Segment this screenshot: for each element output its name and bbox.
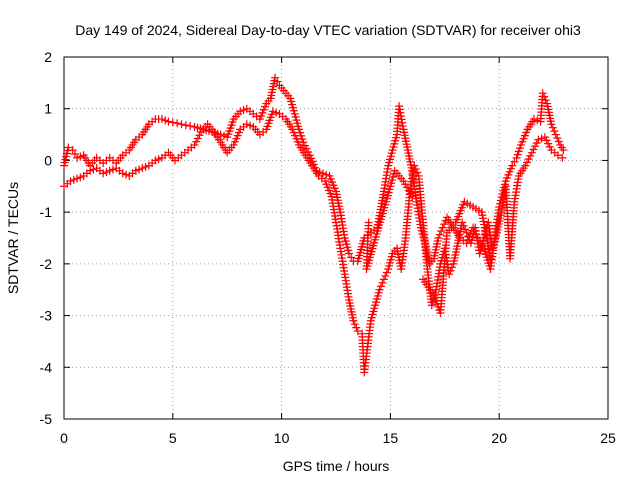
data-point: [550, 127, 559, 136]
y-tick-label: -4: [40, 359, 53, 375]
y-tick-label: -2: [40, 256, 53, 272]
data-point: [375, 285, 384, 294]
x-tick-label: 25: [600, 430, 616, 446]
data-point: [547, 120, 556, 129]
data-point: [462, 228, 471, 237]
data-point: [376, 282, 385, 291]
data-point: [437, 227, 446, 236]
x-tick-label: 5: [169, 430, 177, 446]
y-tick-label: 2: [44, 49, 52, 65]
data-point: [440, 220, 449, 229]
grid: [64, 57, 608, 419]
y-tick-label: -5: [40, 411, 53, 427]
data-point: [397, 115, 406, 124]
data-point: [413, 168, 422, 177]
data-point: [540, 92, 549, 101]
y-tick-label: 1: [44, 101, 52, 117]
data-point: [347, 253, 356, 262]
plot-frame: [63, 56, 609, 420]
data-point: [168, 118, 177, 127]
chart-title: Day 149 of 2024, Sidereal Day-to-day VTE…: [75, 22, 581, 38]
axis-ticks: 0 5 10 15 20 25 -5 -4 -3 -2 -1 0 1 2: [40, 49, 616, 446]
data-point: [349, 316, 358, 325]
data-point: [486, 254, 495, 263]
data-point: [381, 271, 390, 280]
data-point: [459, 221, 468, 230]
data-point: [554, 137, 563, 146]
y-tick-label: 0: [44, 152, 52, 168]
data-point: [559, 146, 568, 155]
data-point: [448, 263, 457, 272]
data-point: [438, 223, 447, 232]
data-point: [411, 165, 420, 174]
data-point: [558, 153, 567, 162]
data-point: [164, 117, 173, 126]
data-point: [446, 266, 455, 275]
data-point: [64, 143, 73, 152]
x-axis-label: GPS time / hours: [283, 458, 390, 474]
data-point: [551, 130, 560, 139]
data-point: [350, 320, 359, 329]
data-point: [548, 123, 557, 132]
y-axis-label: SDTVAR / TECUs: [5, 182, 21, 294]
data-point: [553, 134, 562, 143]
x-tick-label: 20: [491, 430, 507, 446]
data-point: [181, 121, 190, 130]
x-tick-label: 10: [274, 430, 290, 446]
data-point: [382, 268, 391, 277]
data-point: [352, 323, 361, 332]
data-point: [353, 327, 362, 336]
x-tick-label: 15: [383, 430, 399, 446]
data-point: [396, 108, 405, 117]
data-point: [398, 118, 407, 127]
data-point: [398, 122, 407, 131]
data-point: [395, 105, 404, 114]
data-point: [461, 225, 470, 234]
data-point: [364, 218, 373, 227]
data-point: [435, 230, 444, 239]
data-point: [173, 119, 182, 128]
data-point: [395, 102, 404, 111]
data-point: [434, 234, 443, 242]
data-point: [510, 157, 519, 166]
x-tick-label: 0: [60, 430, 68, 446]
data-point: [538, 89, 547, 98]
data-point: [553, 151, 562, 160]
data-point: [396, 112, 405, 121]
data-point: [410, 161, 419, 170]
data-point: [379, 275, 388, 284]
data-points: [60, 73, 568, 377]
data-point: [445, 270, 454, 279]
data-point: [541, 96, 550, 105]
data-point: [177, 120, 186, 129]
data-point: [378, 278, 387, 287]
data-point: [186, 122, 195, 131]
data-point: [464, 232, 473, 241]
y-tick-label: -1: [40, 204, 53, 220]
y-tick-label: -3: [40, 308, 53, 324]
